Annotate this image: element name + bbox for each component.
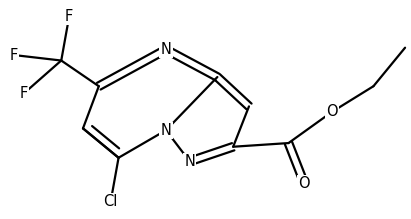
Text: N: N	[184, 154, 195, 169]
Text: F: F	[10, 48, 18, 63]
Text: N: N	[161, 123, 171, 138]
Text: O: O	[326, 104, 338, 119]
Text: F: F	[65, 9, 73, 24]
Text: N: N	[161, 42, 171, 57]
Text: F: F	[20, 86, 28, 101]
Text: O: O	[298, 176, 310, 191]
Text: Cl: Cl	[104, 194, 118, 209]
